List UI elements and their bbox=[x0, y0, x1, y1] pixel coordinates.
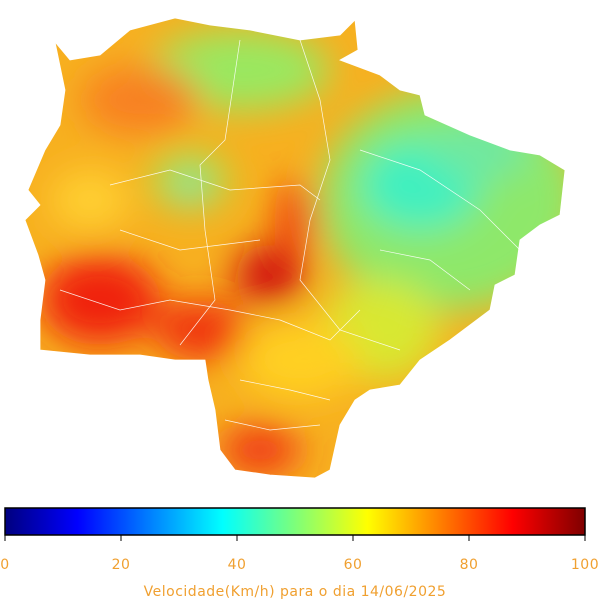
colorbar-label: Velocidade(Km/h) para o dia 14/06/2025 bbox=[144, 584, 447, 600]
colorbar-tick-label: 0 bbox=[0, 557, 9, 573]
colorbar bbox=[4, 507, 586, 536]
colorbar-tick-label: 20 bbox=[112, 557, 131, 573]
municipal-borders bbox=[59, 39, 521, 431]
colorbar-tick-label: 60 bbox=[344, 557, 363, 573]
colorbar-tick-label: 40 bbox=[228, 557, 247, 573]
colorbar-tick-label: 80 bbox=[460, 557, 479, 573]
colorbar-tick-label: 100 bbox=[571, 557, 599, 573]
speed-map bbox=[25, 18, 565, 478]
